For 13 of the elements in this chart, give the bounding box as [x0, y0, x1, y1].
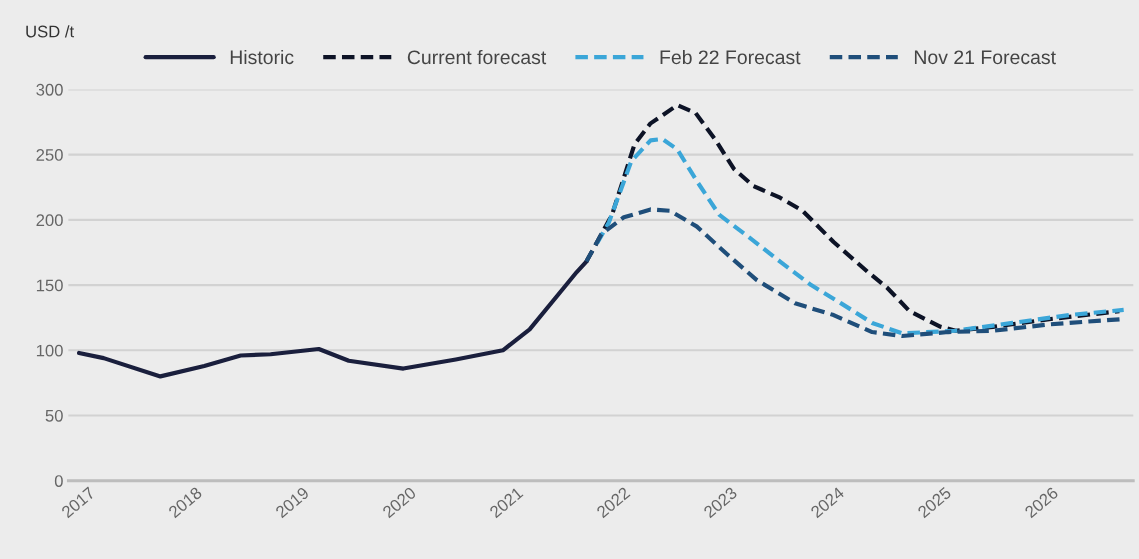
line-series — [76, 259, 589, 379]
y-tick-label: 100 — [36, 344, 63, 357]
y-tick-label: 0 — [54, 475, 63, 487]
legend-label: Current forecast — [407, 49, 547, 65]
y-tick-label: 150 — [36, 279, 63, 292]
legend-label: Feb 22 Forecast — [660, 49, 801, 65]
y-tick-label: 200 — [36, 214, 63, 227]
legend-label: Nov 21 Forecast — [914, 50, 1056, 65]
y-tick-label: 50 — [45, 409, 63, 422]
legend-label: Historic — [230, 49, 294, 65]
y-tick-label: 300 — [36, 83, 63, 96]
y-axis-title: USD /t — [26, 25, 75, 38]
y-tick-label: 250 — [36, 149, 63, 161]
